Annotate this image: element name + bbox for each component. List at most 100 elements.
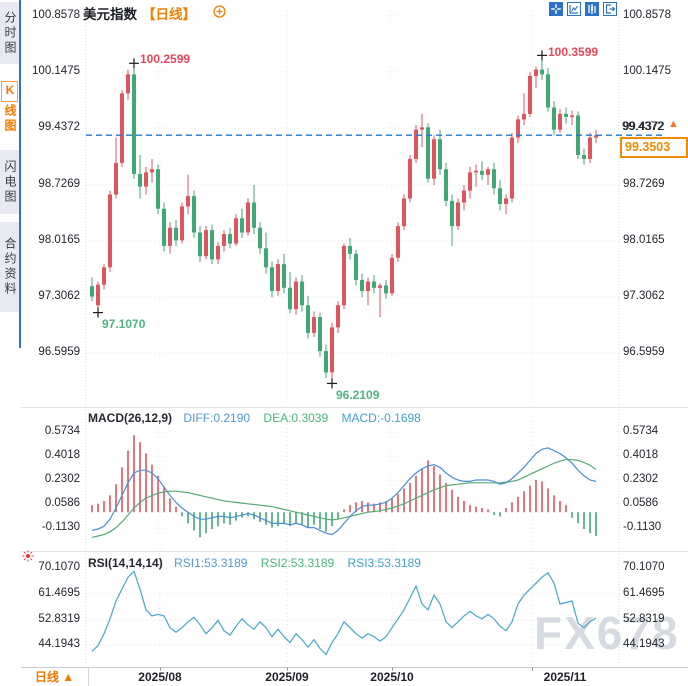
axis-label: 96.5959 bbox=[623, 346, 665, 358]
rsi-line bbox=[91, 570, 597, 656]
candle-body bbox=[246, 202, 250, 233]
candle-body bbox=[198, 232, 202, 257]
candle-body bbox=[402, 198, 406, 227]
axis-label: 100.8578 bbox=[623, 9, 671, 21]
candle-body bbox=[234, 218, 238, 244]
axis-label: 70.1070 bbox=[38, 561, 80, 573]
axis-label: 0.5734 bbox=[44, 425, 80, 437]
candle-body bbox=[396, 226, 400, 258]
candle-body bbox=[588, 137, 592, 159]
x-axis-tick bbox=[287, 667, 288, 671]
axis-label: 100.1475 bbox=[32, 65, 80, 77]
candle-body bbox=[240, 218, 244, 233]
sidebar-tab-contract-info[interactable]: 合约资料 bbox=[0, 222, 19, 312]
candle-chart-icon[interactable] bbox=[585, 2, 599, 16]
candle-body bbox=[516, 119, 520, 138]
axis-label: 0.2302 bbox=[44, 473, 80, 485]
candle-body bbox=[378, 285, 382, 288]
price-alert-arrow-icon[interactable]: ▲ bbox=[668, 118, 679, 130]
axis-scale-icon[interactable] bbox=[567, 2, 581, 16]
candle-body bbox=[330, 327, 334, 373]
candle-body bbox=[522, 113, 526, 120]
candle-body bbox=[366, 281, 370, 291]
axis-label: 99.4372 bbox=[623, 121, 665, 133]
crosshair-icon[interactable] bbox=[549, 2, 563, 16]
candle-body bbox=[360, 279, 364, 291]
indicator-target-icon[interactable] bbox=[22, 549, 34, 567]
candle-body bbox=[486, 169, 490, 175]
macd-header[interactable]: MACD(26,12,9) DIFF:0.2190 DEA:0.3039 MAC… bbox=[88, 411, 421, 425]
period-selector[interactable]: 日线 ▲ bbox=[21, 668, 89, 686]
axis-label: 0.5734 bbox=[623, 425, 659, 437]
x-axis-tick bbox=[532, 667, 533, 671]
candle-body bbox=[168, 227, 172, 246]
axis-label: 2025/09 bbox=[265, 670, 309, 684]
axis-label: 52.8319 bbox=[38, 613, 80, 625]
candle-body bbox=[96, 284, 100, 306]
candle-body bbox=[390, 257, 394, 294]
candle-body bbox=[144, 172, 148, 187]
candle-body bbox=[492, 169, 496, 189]
axis-label: 0.2302 bbox=[623, 473, 659, 485]
sidebar-tab-flash-chart[interactable]: 闪电图 bbox=[0, 150, 19, 214]
macd-dea-value: DEA:0.3039 bbox=[263, 411, 329, 425]
candle-body bbox=[594, 135, 598, 138]
candle-body bbox=[414, 129, 418, 159]
candle-body bbox=[222, 234, 226, 246]
candle-body bbox=[180, 206, 184, 241]
axis-label: 0.0586 bbox=[44, 497, 80, 509]
candle-body bbox=[474, 170, 478, 173]
period-label: 日线 bbox=[34, 670, 59, 684]
candle-body bbox=[306, 305, 310, 333]
candle-body bbox=[264, 248, 268, 268]
rsi2-value: RSI2:53.3189 bbox=[260, 556, 335, 570]
sidebar-tab-time-chart[interactable]: 分时图 bbox=[0, 2, 19, 64]
axis-label: 52.8319 bbox=[623, 613, 665, 625]
candle-body bbox=[504, 198, 508, 205]
candle-body bbox=[468, 172, 472, 191]
rsi3-value: RSI3:53.3189 bbox=[347, 556, 421, 570]
sidebar: 分时图 K 线图 闪电图 合约资料 bbox=[0, 0, 21, 685]
swing-low-label: 97.1070 bbox=[102, 317, 146, 331]
candle-body bbox=[354, 253, 358, 280]
candle-body bbox=[138, 173, 142, 187]
panel-separator bbox=[21, 551, 688, 552]
axis-label: 98.0165 bbox=[623, 234, 665, 246]
axis-label: 99.4372 bbox=[38, 121, 80, 133]
candle-body bbox=[288, 287, 292, 310]
circle-plus-icon[interactable] bbox=[213, 5, 226, 23]
period-arrow-icon: ▲ bbox=[62, 670, 75, 684]
sidebar-tab-kline-chart[interactable]: K 线图 bbox=[0, 72, 19, 142]
bottom-bar: 日线 ▲ bbox=[21, 667, 688, 686]
axis-label: 96.5959 bbox=[38, 346, 80, 358]
candle-body bbox=[438, 139, 442, 170]
candle-body bbox=[102, 267, 106, 285]
candle-body bbox=[150, 169, 154, 173]
candle-body bbox=[564, 113, 568, 118]
panel-separator bbox=[21, 407, 688, 408]
axis-label: 2025/10 bbox=[370, 670, 414, 684]
axis-label: 61.4695 bbox=[38, 587, 80, 599]
axis-label: 0.0586 bbox=[623, 497, 659, 509]
instrument-title: 美元指数 bbox=[83, 7, 137, 22]
last-price-box: 99.3503 bbox=[620, 137, 688, 158]
rsi-header[interactable]: RSI(14,14,14) RSI1:53.3189 RSI2:53.3189 … bbox=[88, 556, 421, 570]
x-axis-tick bbox=[392, 667, 393, 671]
candle-body bbox=[174, 227, 178, 241]
candle-body bbox=[228, 234, 232, 244]
axis-label: -0.1130 bbox=[41, 521, 80, 533]
axis-label: 97.3062 bbox=[623, 290, 665, 302]
candle-body bbox=[336, 305, 340, 328]
axis-label: 0.4018 bbox=[623, 449, 659, 461]
candle-body bbox=[318, 317, 322, 352]
candle-body bbox=[510, 137, 514, 199]
axis-label: 98.0165 bbox=[38, 234, 80, 246]
candle-body bbox=[114, 162, 118, 195]
candle-body bbox=[408, 158, 412, 199]
candle-body bbox=[342, 245, 346, 306]
candle-body bbox=[348, 245, 352, 254]
candle-body bbox=[108, 194, 112, 268]
exit-chart-icon[interactable] bbox=[603, 2, 617, 16]
rsi1-value: RSI1:53.3189 bbox=[174, 556, 248, 570]
